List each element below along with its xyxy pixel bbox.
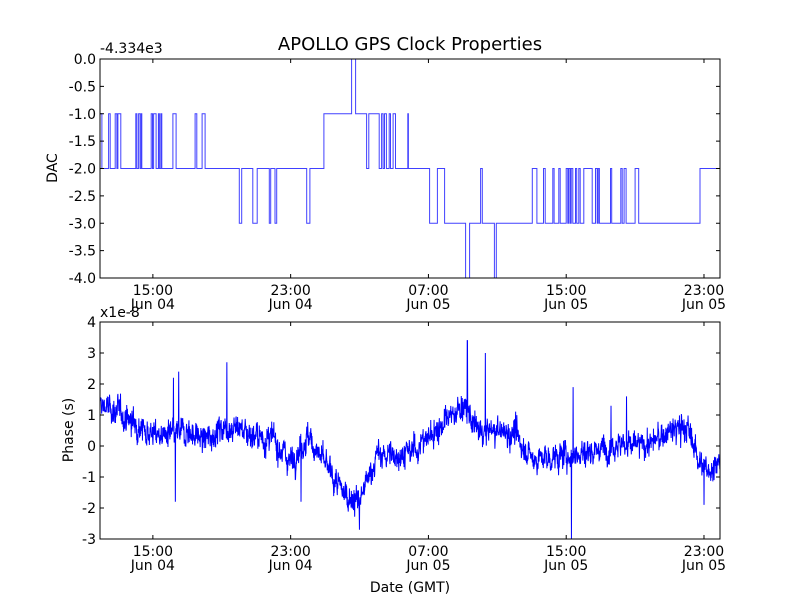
- x-axis-label: Date (GMT): [370, 580, 450, 596]
- x-tick-label-time: 23:00: [270, 283, 310, 299]
- x-tick-label-time: 23:00: [270, 544, 310, 560]
- y-tick-label: -3.5: [69, 244, 96, 260]
- x-tick-label-date: Jun 04: [130, 558, 175, 574]
- x-tick-label-date: Jun 05: [543, 558, 588, 574]
- y-tick-label: -4.0: [69, 271, 96, 287]
- y-tick-label: -1: [82, 470, 96, 486]
- dac-y-label: DAC: [45, 153, 61, 183]
- dac-offset-label: -4.334e3: [100, 41, 163, 57]
- y-tick-label: -2: [82, 501, 96, 517]
- x-tick-label-date: Jun 05: [681, 558, 726, 574]
- x-tick-label-time: 07:00: [408, 544, 448, 560]
- x-tick-label-time: 15:00: [546, 544, 586, 560]
- y-tick-label: -1.0: [69, 107, 96, 123]
- x-tick-label-date: Jun 05: [405, 297, 450, 313]
- phase-axes: x1e-8 Phase (s) Date (GMT) 4 3 2 1 0 -1 -2 -3 15…: [61, 305, 726, 596]
- phase-y-label: Phase (s): [61, 398, 77, 462]
- x-tick-label-date: Jun 05: [405, 558, 450, 574]
- dac-axes: -4.334e3 DAC 0.0 -0.5 -1.0 -1.5 -2.0 -2.5 -3.0…: [45, 41, 726, 313]
- x-tick-label-date: Jun 04: [130, 297, 175, 313]
- y-tick-label: -3: [82, 532, 96, 548]
- x-tick-label-time: 15:00: [133, 283, 173, 299]
- y-tick-label: -2.0: [69, 162, 96, 178]
- dac-series-line: [100, 59, 720, 278]
- phase-series-line: [100, 340, 720, 539]
- x-tick-label-date: Jun 04: [268, 297, 313, 313]
- phase-offset-label: x1e-8: [100, 305, 140, 321]
- y-tick-label: 0.0: [74, 52, 96, 68]
- y-tick-label: -3.0: [69, 216, 96, 232]
- x-tick-label-date: Jun 05: [681, 297, 726, 313]
- y-tick-label: -2.5: [69, 189, 96, 205]
- x-tick-label-date: Jun 04: [268, 558, 313, 574]
- y-tick-label: 0: [87, 439, 96, 455]
- axes-frame: [99, 321, 721, 540]
- x-tick-label-time: 15:00: [546, 283, 586, 299]
- y-tick-label: 1: [87, 408, 96, 424]
- x-tick-label-time: 23:00: [684, 544, 724, 560]
- x-tick-label-time: 15:00: [133, 544, 173, 560]
- x-tick-label-time: 07:00: [408, 283, 448, 299]
- x-tick-label-date: Jun 05: [543, 297, 588, 313]
- chart-title: APOLLO GPS Clock Properties: [278, 34, 542, 55]
- y-tick-label: 2: [87, 377, 96, 393]
- y-tick-label: 4: [87, 315, 96, 331]
- x-tick-label-time: 23:00: [684, 283, 724, 299]
- y-tick-label: 3: [87, 346, 96, 362]
- y-tick-label: -0.5: [69, 79, 96, 95]
- y-tick-label: -1.5: [69, 134, 96, 150]
